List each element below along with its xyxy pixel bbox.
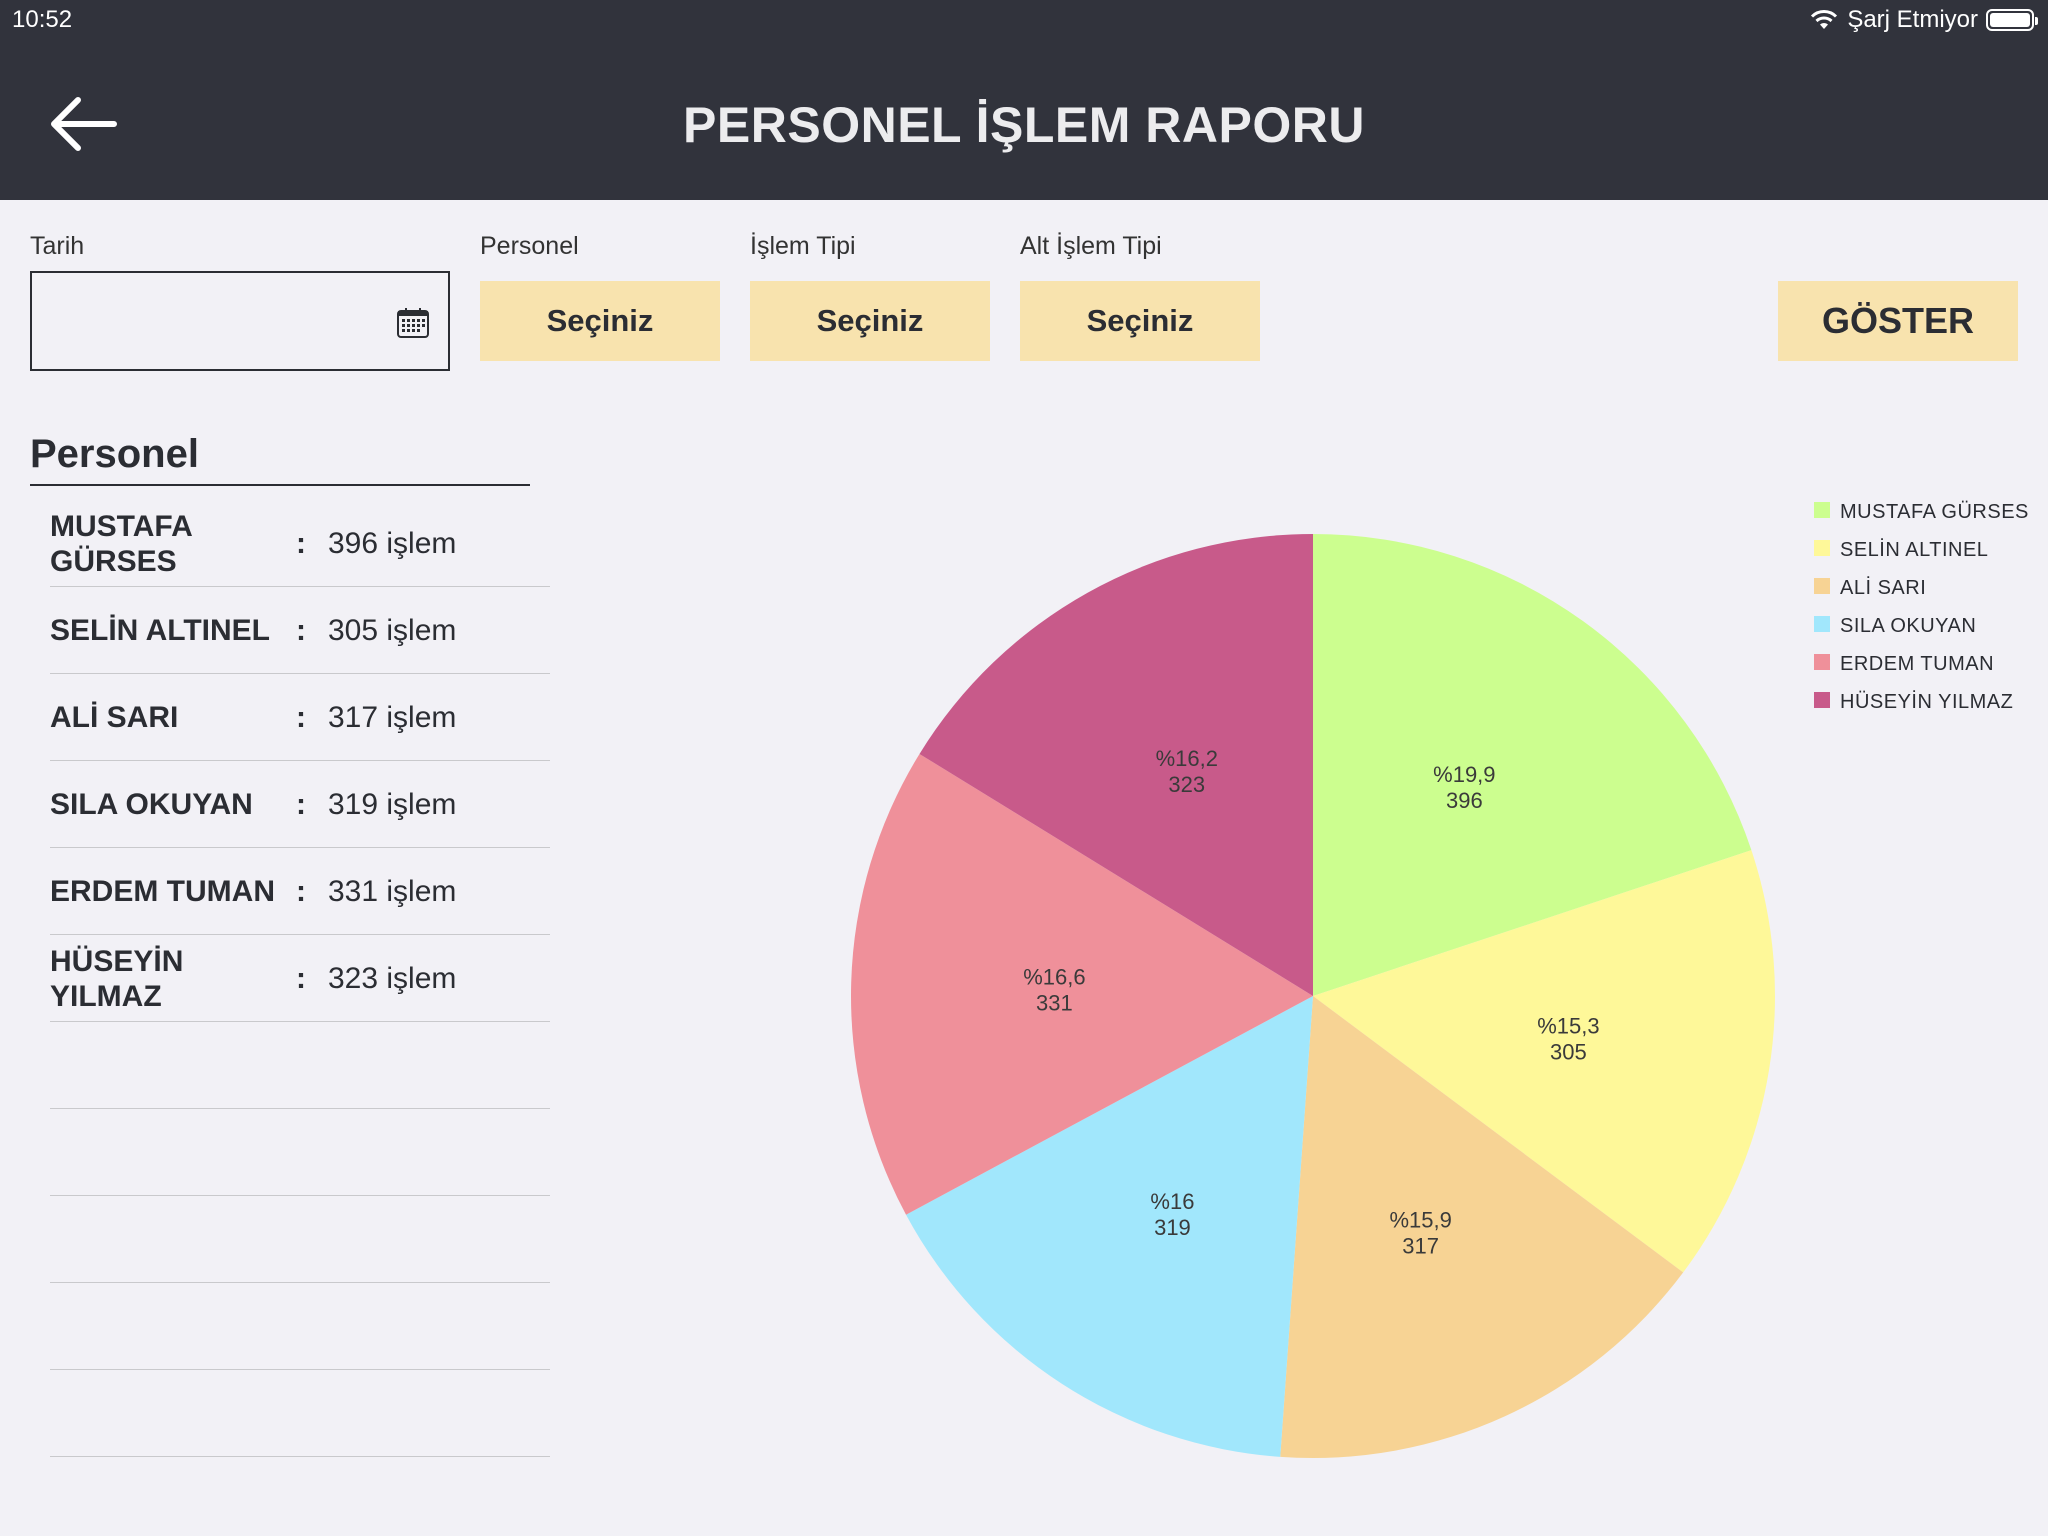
separator: : bbox=[296, 787, 306, 821]
slice-percent-label: %16,2 bbox=[1156, 746, 1218, 771]
personnel-list: MUSTAFA GÜRSES:396 işlem SELİN ALTINEL:30… bbox=[50, 500, 550, 1457]
sub-transaction-type-label: Alt İşlem Tipi bbox=[1020, 232, 1162, 260]
transaction-count: 319 işlem bbox=[328, 787, 457, 821]
slice-value-label: 319 bbox=[1154, 1215, 1191, 1240]
date-field[interactable] bbox=[30, 271, 450, 371]
pie-slice bbox=[906, 996, 1313, 1457]
list-item: SILA OKUYAN:319 işlem bbox=[50, 761, 550, 848]
separator: : bbox=[296, 613, 306, 647]
list-item bbox=[50, 1283, 550, 1370]
transaction-count: 305 işlem bbox=[328, 613, 457, 647]
navigation-bar: 10:52 Şarj Etmiyor PERSONEL İŞLEM RAPORU bbox=[0, 0, 2048, 200]
legend-label: HÜSEYİN YILMAZ bbox=[1840, 690, 2013, 713]
slice-value-label: 396 bbox=[1446, 788, 1483, 813]
pie-slice bbox=[1313, 850, 1776, 1273]
slice-percent-label: %16 bbox=[1150, 1189, 1194, 1214]
transaction-count: 317 işlem bbox=[328, 700, 457, 734]
personnel-list-title: Personel bbox=[30, 432, 199, 476]
separator: : bbox=[296, 961, 306, 995]
legend-swatch bbox=[1814, 578, 1830, 594]
sub-transaction-type-select-button[interactable]: Seçiniz bbox=[1020, 281, 1260, 361]
calendar-icon[interactable] bbox=[396, 307, 430, 339]
separator: : bbox=[296, 700, 306, 734]
transaction-count: 396 işlem bbox=[328, 526, 457, 560]
charging-status: Şarj Etmiyor bbox=[1847, 6, 1978, 33]
list-item: ERDEM TUMAN:331 işlem bbox=[50, 848, 550, 935]
status-time: 10:52 bbox=[12, 6, 73, 33]
transaction-type-select-button[interactable]: Seçiniz bbox=[750, 281, 990, 361]
legend-label: SILA OKUYAN bbox=[1840, 615, 1976, 637]
personnel-name: SELİN ALTINEL bbox=[50, 614, 270, 647]
battery-icon bbox=[1986, 9, 2038, 31]
legend-swatch bbox=[1814, 616, 1830, 632]
list-item bbox=[50, 1370, 550, 1457]
pie-slice bbox=[851, 753, 1313, 1215]
slice-percent-label: %15,3 bbox=[1537, 1013, 1599, 1038]
legend-label: SELİN ALTINEL bbox=[1840, 538, 1988, 561]
date-input[interactable] bbox=[32, 273, 392, 369]
wifi-icon bbox=[1811, 10, 1838, 29]
transaction-type-label: İşlem Tipi bbox=[750, 232, 856, 260]
legend-swatch bbox=[1814, 654, 1830, 670]
list-item bbox=[50, 1196, 550, 1283]
legend-swatch bbox=[1814, 502, 1830, 518]
personnel-label: Personel bbox=[480, 232, 579, 260]
status-indicators: Şarj Etmiyor bbox=[1809, 6, 2038, 34]
personnel-name: HÜSEYİN YILMAZ bbox=[50, 944, 184, 1013]
separator: : bbox=[296, 874, 306, 908]
slice-value-label: 331 bbox=[1036, 990, 1073, 1015]
legend-swatch bbox=[1814, 540, 1830, 556]
personnel-name: ERDEM TUMAN bbox=[50, 875, 275, 908]
date-label: Tarih bbox=[30, 232, 85, 260]
slice-percent-label: %15,9 bbox=[1389, 1207, 1451, 1232]
list-item bbox=[50, 1109, 550, 1196]
list-title-divider bbox=[30, 484, 530, 486]
list-item: HÜSEYİN YILMAZ:323 işlem bbox=[50, 935, 550, 1022]
transaction-count: 331 işlem bbox=[328, 874, 457, 908]
back-arrow-icon[interactable] bbox=[44, 90, 120, 154]
pie-slice bbox=[919, 534, 1313, 996]
list-item bbox=[50, 1022, 550, 1109]
separator: : bbox=[296, 526, 306, 560]
legend-label: ERDEM TUMAN bbox=[1840, 653, 1994, 675]
show-button[interactable]: GÖSTER bbox=[1778, 281, 2018, 361]
personnel-name: SILA OKUYAN bbox=[50, 788, 253, 821]
pie-slice bbox=[1280, 996, 1684, 1458]
personnel-name: MUSTAFA GÜRSES bbox=[50, 509, 192, 578]
legend-label: ALİ SARI bbox=[1840, 576, 1926, 599]
slice-value-label: 317 bbox=[1402, 1233, 1439, 1258]
list-item: SELİN ALTINEL:305 işlem bbox=[50, 587, 550, 674]
personnel-select-button[interactable]: Seçiniz bbox=[480, 281, 720, 361]
list-item: ALİ SARI:317 işlem bbox=[50, 674, 550, 761]
slice-value-label: 323 bbox=[1168, 772, 1205, 797]
slice-percent-label: %16,6 bbox=[1023, 964, 1085, 989]
slice-percent-label: %19,9 bbox=[1433, 762, 1495, 787]
personnel-name: ALİ SARI bbox=[50, 701, 179, 734]
list-item: MUSTAFA GÜRSES:396 işlem bbox=[50, 500, 550, 587]
page-title: PERSONEL İŞLEM RAPORU bbox=[683, 97, 1365, 153]
transaction-count: 323 işlem bbox=[328, 961, 457, 995]
pie-slice bbox=[1313, 534, 1752, 996]
legend-label: MUSTAFA GÜRSES bbox=[1840, 501, 2029, 523]
legend-swatch bbox=[1814, 692, 1830, 708]
slice-value-label: 305 bbox=[1550, 1039, 1587, 1064]
